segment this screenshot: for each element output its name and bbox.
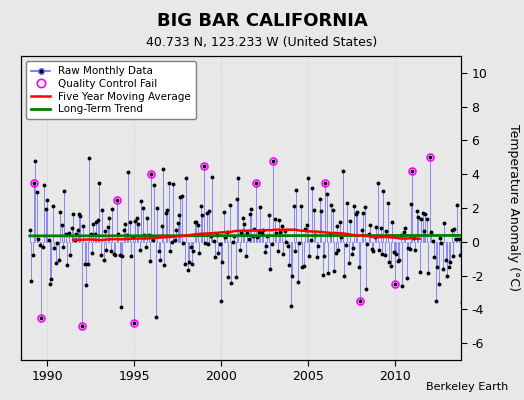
Text: Berkeley Earth: Berkeley Earth bbox=[426, 382, 508, 392]
Text: 40.733 N, 123.233 W (United States): 40.733 N, 123.233 W (United States) bbox=[146, 36, 378, 49]
Y-axis label: Temperature Anomaly (°C): Temperature Anomaly (°C) bbox=[507, 124, 520, 292]
Text: BIG BAR CALIFORNIA: BIG BAR CALIFORNIA bbox=[157, 12, 367, 30]
Legend: Raw Monthly Data, Quality Control Fail, Five Year Moving Average, Long-Term Tren: Raw Monthly Data, Quality Control Fail, … bbox=[26, 61, 196, 120]
